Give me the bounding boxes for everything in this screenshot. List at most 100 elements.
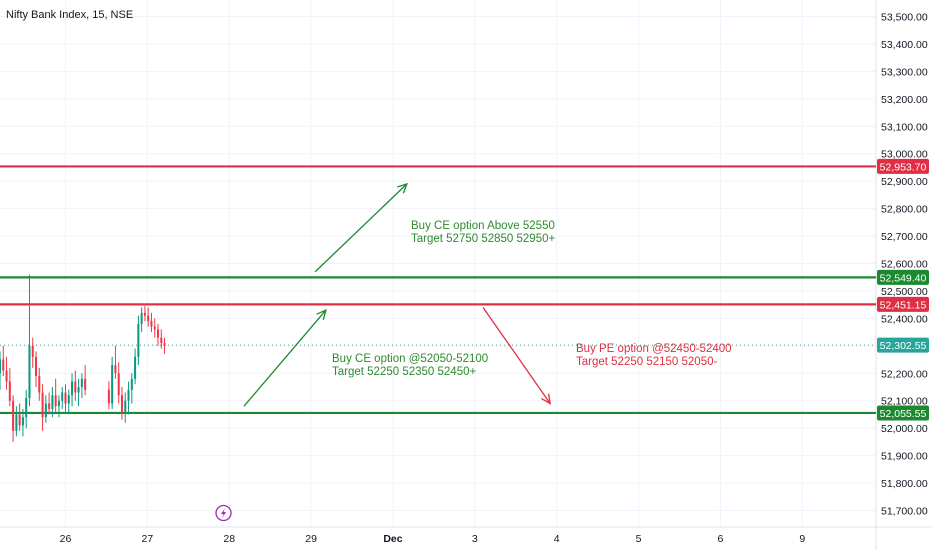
current-price-badge — [877, 337, 929, 353]
candle-body — [130, 378, 133, 390]
annotation-text: Target 52250 52350 52450+ — [332, 366, 476, 378]
price-tick-label: 52,800.00 — [881, 204, 928, 216]
candle-body — [84, 378, 87, 390]
price-tick-label: 52,500.00 — [881, 286, 928, 298]
candle-body — [28, 345, 31, 398]
symbol-title: Nifty Bank Index, 15, NSE — [6, 9, 134, 21]
candle-body — [5, 370, 8, 382]
candle-body — [111, 365, 114, 404]
price-tick-label: 51,800.00 — [881, 478, 928, 490]
candle-body — [67, 395, 70, 404]
candle-body — [150, 321, 153, 327]
time-tick-label: 27 — [142, 533, 154, 545]
candle-body — [71, 381, 74, 396]
arrow-line — [243, 309, 327, 407]
candle-body — [74, 381, 77, 393]
arrow-head — [397, 182, 408, 194]
price-tick-label: 53,000.00 — [881, 149, 928, 161]
price-tick-label: 53,500.00 — [881, 11, 928, 23]
price-tick-label: 53,200.00 — [881, 94, 928, 106]
current-price-badge-text: 52,302.55 — [880, 340, 927, 352]
candle-body — [147, 315, 150, 322]
event-marker[interactable] — [215, 504, 232, 522]
annotation-text: Buy CE option Above 52550 — [411, 220, 555, 232]
price-tick-label: 52,600.00 — [881, 259, 928, 271]
level-price-badge — [877, 296, 929, 312]
candle-body — [77, 387, 80, 393]
time-axis-labels: 26 27 28 29 Dec 3 4 5 6 9 — [60, 533, 806, 545]
time-tick-label: 5 — [636, 533, 642, 545]
level-price-badge-text: 52,055.55 — [880, 408, 927, 420]
price-tick-label: 52,700.00 — [881, 231, 928, 243]
candle-body — [61, 392, 64, 401]
candle-body — [25, 397, 28, 418]
candles — [0, 274, 166, 442]
level-price-badge — [877, 269, 929, 285]
price-tick-label: 53,100.00 — [881, 121, 928, 133]
arrow-line — [482, 307, 551, 404]
candle-body — [31, 345, 34, 357]
candle-body — [127, 389, 130, 401]
candle-body — [12, 400, 15, 431]
arrow-line — [314, 183, 408, 273]
candle-body — [48, 403, 51, 409]
price-tick-label: 52,100.00 — [881, 396, 928, 408]
candle-body — [18, 414, 21, 426]
candle-body — [21, 417, 24, 426]
annotation-text: Target 52250 52150 52050- — [576, 356, 717, 368]
candle-body — [153, 326, 156, 330]
candle-body — [35, 356, 38, 377]
price-tick-label: 52,000.00 — [881, 423, 928, 435]
candle-body — [80, 378, 83, 388]
grid-lines — [0, 0, 876, 527]
time-tick-label: 4 — [554, 533, 560, 545]
annotation-text: Buy CE option @52050-52100 — [332, 353, 488, 365]
candle-body — [160, 337, 163, 344]
trend-arrows — [243, 182, 552, 407]
arrow-head — [541, 393, 552, 405]
time-tick-label: 29 — [305, 533, 317, 545]
candle-body — [57, 400, 60, 407]
candle-body — [0, 359, 2, 374]
price-tick-label: 52,400.00 — [881, 313, 928, 325]
level-price-badge — [877, 405, 929, 421]
candle-body — [134, 356, 137, 379]
candle-body — [41, 392, 44, 418]
time-tick-label: 9 — [799, 533, 805, 545]
price-tick-label: 51,900.00 — [881, 451, 928, 463]
annotation-text: Buy PE option @52450-52400 — [576, 343, 732, 355]
time-tick-label: 26 — [60, 533, 72, 545]
candle-body — [64, 392, 67, 404]
price-tick-label: 53,400.00 — [881, 39, 928, 51]
candle-body — [140, 312, 143, 324]
candle-body — [2, 359, 5, 371]
candle-body — [107, 389, 110, 404]
price-tick-label: 52,200.00 — [881, 368, 928, 380]
level-price-badge-text: 52,451.15 — [880, 299, 927, 311]
time-tick-label: 6 — [718, 533, 724, 545]
price-tick-label: 51,700.00 — [881, 506, 928, 518]
candle-body — [44, 403, 47, 418]
candle-body — [120, 395, 124, 412]
candle-body — [38, 376, 41, 393]
candle-body — [137, 323, 140, 357]
time-tick-label: 28 — [223, 533, 235, 545]
candle-body — [51, 395, 54, 409]
price-tick-label: 53,300.00 — [881, 66, 928, 78]
candle-body — [117, 373, 120, 396]
price-tick-label: 52,900.00 — [881, 176, 928, 188]
candle-body — [114, 365, 117, 374]
lightning-icon — [221, 508, 227, 518]
candle-body — [156, 329, 160, 338]
candle-body — [143, 312, 146, 316]
time-tick-label: 3 — [472, 533, 478, 545]
level-price-badge-text: 52,953.70 — [880, 161, 927, 173]
time-tick-label: Dec — [383, 533, 402, 545]
candle-body — [54, 395, 57, 407]
candle-body — [124, 400, 127, 412]
arrow-head — [316, 309, 327, 321]
price-axis-badges: 52,953.70 52,549.40 52,451.15 52,055.55 52,3… — [877, 158, 929, 421]
